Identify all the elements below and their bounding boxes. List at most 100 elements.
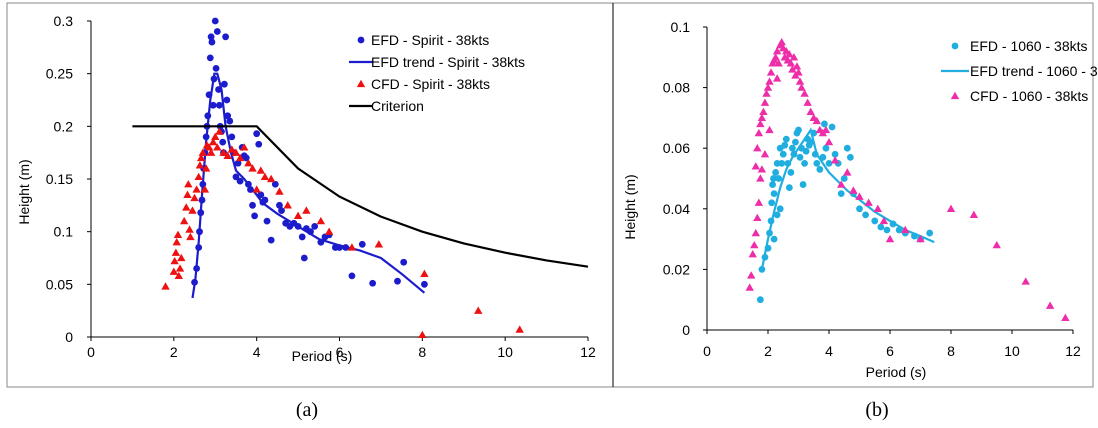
panel-b-series-2-point <box>765 77 774 85</box>
panel-b-y-tick-label: 0.02 <box>663 261 690 277</box>
panel-a-series-2-point <box>316 216 326 225</box>
panel-a-series-0-point <box>400 258 408 266</box>
panel-b-series-0-point <box>883 226 891 234</box>
panel-b-x-tick-label: 8 <box>947 343 955 359</box>
panel-a-series-2-point <box>515 325 524 333</box>
panel-b-series-2-point <box>1021 277 1030 285</box>
panel-b-legend-label: EFD trend - 1060 - 38kts <box>970 63 1098 79</box>
panel-a-series-0-point <box>311 223 319 230</box>
panel-a-series-2-point <box>184 180 193 188</box>
panel-b-series-2-point <box>864 198 873 206</box>
panel-b-y-tick-label: 0.06 <box>663 140 690 156</box>
panel-b-series-2-point <box>792 62 802 70</box>
panel-b-series-2-point <box>753 144 762 152</box>
panel-b-series-2-point <box>786 59 796 67</box>
panel-b-series-0-point <box>782 135 790 143</box>
panel-a-series-0-point <box>263 217 271 225</box>
panel-b-series-2-point <box>747 271 756 279</box>
panel-b-series-0-point <box>877 223 885 231</box>
panel-a-series-0-point <box>251 212 258 220</box>
panel-b-series-2-point <box>992 240 1001 249</box>
panel-b-series-0-point <box>926 229 934 237</box>
panel-b-series-0-point <box>856 205 863 213</box>
panel-a-series-0-point <box>298 233 306 241</box>
panel-b-y-axis-title: Height (m) <box>622 174 638 239</box>
panel-a-series-0-point <box>276 201 283 209</box>
panel-b-series-2-point <box>788 65 797 73</box>
panel-b-series-2-point <box>751 228 760 237</box>
panel-a-series-0-point <box>267 236 275 244</box>
panel-a-series-2-point <box>347 243 357 251</box>
panel-a-series-0-point <box>208 38 216 46</box>
panel-b-series-2-point <box>754 198 764 206</box>
panel-a-series-2-point <box>172 238 181 246</box>
panel-b-series-0-point <box>871 217 879 225</box>
panel-b-series-0-point <box>831 150 839 158</box>
panel-a-series-0-point <box>261 196 269 204</box>
panel-b-series-2-point <box>754 128 764 137</box>
panel-a-series-0-point <box>242 154 250 162</box>
panel-a-series-0-point <box>226 117 234 125</box>
panel-b-series-2-point <box>771 53 780 61</box>
panel-a-y-axis-title: Height (m) <box>16 159 32 224</box>
panel-a-caption: (a) <box>296 399 318 421</box>
panel-a-series-0-point <box>219 138 227 146</box>
panel-b-series-2-point <box>797 83 806 91</box>
panel-b-series-0-point <box>787 169 795 176</box>
panel-b-caption: (b) <box>865 399 888 421</box>
panel-a-series-0-point <box>232 173 240 181</box>
panel-a-series-0-point <box>394 277 401 285</box>
panel-a-series-2-point <box>260 172 270 181</box>
panel-b-series-0-point <box>769 181 776 188</box>
panel-a-series-2-point <box>182 203 191 211</box>
panel-b-x-tick-label: 4 <box>825 343 833 359</box>
panel-a-series-2-point <box>185 225 194 233</box>
panel-b-series-2-point <box>830 156 840 164</box>
panel-b-series-0-point <box>776 205 784 213</box>
panel-b-series-0-point <box>801 159 808 167</box>
panel-a-series-2-point <box>179 216 189 225</box>
panel-b-series-2-point <box>1061 313 1070 322</box>
panel-a-legend-label: Criterion <box>371 98 424 114</box>
panel-a-series-0-point <box>278 207 285 215</box>
panel-a-series-2-point <box>227 145 237 153</box>
panel-a-series-2-point <box>324 227 334 235</box>
panel-a-series-3 <box>132 125 589 268</box>
panel-b-series-2-point <box>795 77 805 85</box>
panel-a-series-0-point <box>209 101 217 109</box>
panel-a-series-1-line <box>191 72 426 299</box>
panel-a-series-2-point <box>244 159 253 167</box>
panel-a-series-2-point <box>196 153 206 162</box>
panel-b-series-2-point <box>824 137 834 146</box>
panel-a-y-tick-label: 0.3 <box>54 13 74 29</box>
panel-a-y-tick-label: 0.2 <box>54 118 74 134</box>
panel-a-series-0-point <box>211 17 219 25</box>
panel-b-series-0-point <box>770 175 777 182</box>
panel-a-series-2-point <box>474 306 483 314</box>
panel-a-series-2-point <box>240 143 249 151</box>
panel-b-series-2-point <box>785 50 794 58</box>
panel-b-series-2-point <box>745 283 754 291</box>
panel-b-x-axis-title: Period (s) <box>866 364 927 380</box>
panel-a-x-tick-label: 6 <box>336 344 344 360</box>
panel-a-series-2-point <box>252 185 261 193</box>
panel-b-series-2-point <box>916 234 925 243</box>
panel-a-series-2-point <box>190 193 199 202</box>
panel-a-series-2-point <box>200 185 210 193</box>
panel-b-series-0-point <box>828 123 836 131</box>
panel-b-series-0-point <box>770 235 778 243</box>
panel-b-series-2-point <box>969 210 979 219</box>
panel-b-series-2-point <box>812 116 821 125</box>
panel-b-series-2-point <box>757 165 767 173</box>
panel-a-series-2-point <box>174 271 184 280</box>
panel-b-series-0-point <box>799 181 807 188</box>
panel-b-legend-swatch <box>951 42 959 50</box>
panel-b-series-0-point <box>822 144 830 152</box>
panel-b-series-2-point <box>748 250 757 258</box>
panel-b-y-tick-label: 0.1 <box>671 19 691 35</box>
panel-b-series-2-point <box>774 59 783 67</box>
panel-b-series-1-line <box>760 127 935 270</box>
panel-b-x-tick-label: 0 <box>703 343 711 359</box>
panel-a-series-2-point <box>293 211 303 220</box>
